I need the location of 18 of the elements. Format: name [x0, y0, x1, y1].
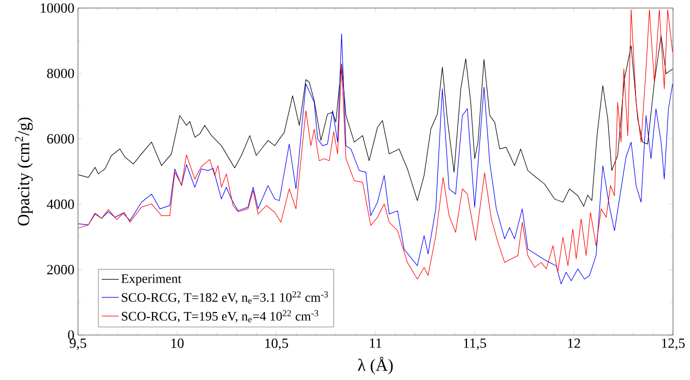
y-tick-label: 0: [68, 330, 74, 340]
y-tick-label: 10000: [40, 3, 74, 13]
y-tick-label: 6000: [47, 134, 74, 144]
y-tick-label: 4000: [46, 199, 74, 209]
x-tick-label: 11,5: [464, 338, 486, 350]
legend-label: Experiment: [121, 274, 182, 286]
x-axis-title: λ (Å): [358, 356, 393, 374]
x-tick-label: 11: [370, 338, 382, 348]
y-tick-label: 8000: [47, 68, 74, 78]
y-tick-label: 2000: [47, 264, 74, 274]
y-axis-title: Opacity (cm$^{2}$/g): [15, 117, 33, 226]
x-tick-label: 12: [568, 338, 580, 348]
legend-label: SCO-RCG, T=195 eV, n$_{e}$=4 10$^{22}$ cm$^{-3}$: [122, 310, 318, 322]
x-tick-label: 10: [171, 338, 184, 348]
x-tick-label: 10,5: [265, 338, 288, 350]
legend-label: SCO-RCG, T=182 eV, n$_{e}$=3.1 10$^{22}$ cm$^{-3}$: [122, 291, 328, 304]
x-tick-label: 9,5: [70, 338, 86, 350]
x-tick-label: 12,5: [662, 338, 685, 350]
